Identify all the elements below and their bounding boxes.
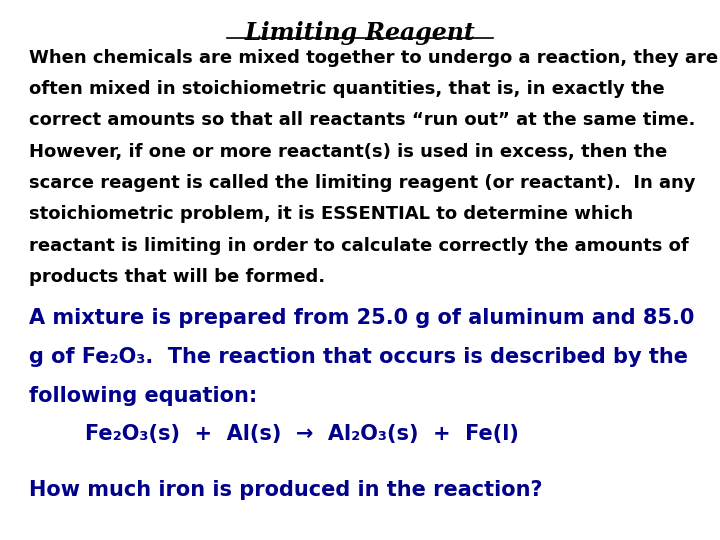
Text: stoichiometric problem, it is ESSENTIAL to determine which: stoichiometric problem, it is ESSENTIAL …	[29, 205, 633, 223]
Text: When chemicals are mixed together to undergo a reaction, they are: When chemicals are mixed together to und…	[29, 49, 718, 66]
Text: A mixture is prepared from 25.0 g of aluminum and 85.0: A mixture is prepared from 25.0 g of alu…	[29, 308, 694, 328]
Text: Fe₂O₃(s)  +  Al(s)  →  Al₂O₃(s)  +  Fe(l): Fe₂O₃(s) + Al(s) → Al₂O₃(s) + Fe(l)	[86, 424, 519, 444]
Text: reactant is limiting in order to calculate correctly the amounts of: reactant is limiting in order to calcula…	[29, 237, 688, 254]
Text: correct amounts so that all reactants “run out” at the same time.: correct amounts so that all reactants “r…	[29, 111, 696, 129]
Text: g of Fe₂O₃.  The reaction that occurs is described by the: g of Fe₂O₃. The reaction that occurs is …	[29, 347, 688, 367]
Text: scarce reagent is called the limiting reagent (or reactant).  In any: scarce reagent is called the limiting re…	[29, 174, 696, 192]
Text: often mixed in stoichiometric quantities, that is, in exactly the: often mixed in stoichiometric quantities…	[29, 80, 665, 98]
Text: products that will be formed.: products that will be formed.	[29, 268, 325, 286]
Text: Limiting Reagent: Limiting Reagent	[245, 21, 475, 44]
Text: How much iron is produced in the reaction?: How much iron is produced in the reactio…	[29, 480, 542, 500]
Text: following equation:: following equation:	[29, 386, 257, 406]
Text: However, if one or more reactant(s) is used in excess, then the: However, if one or more reactant(s) is u…	[29, 143, 667, 160]
